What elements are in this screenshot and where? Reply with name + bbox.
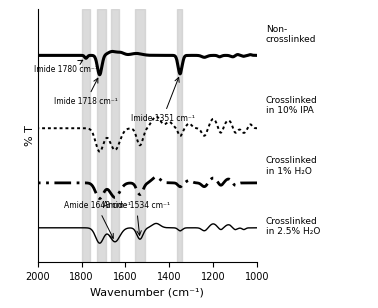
Text: Imide 1718 cm⁻¹: Imide 1718 cm⁻¹ — [54, 78, 118, 106]
Text: Crosslinked
in 1% H₂O: Crosslinked in 1% H₂O — [266, 156, 318, 176]
Bar — [135, 9, 145, 262]
X-axis label: Wavenumber (cm⁻¹): Wavenumber (cm⁻¹) — [90, 287, 204, 297]
Text: Crosslinked
in 2.5% H₂O: Crosslinked in 2.5% H₂O — [266, 217, 320, 236]
Text: Crosslinked
in 10% IPA: Crosslinked in 10% IPA — [266, 95, 318, 115]
Text: Imide 1780 cm⁻¹: Imide 1780 cm⁻¹ — [34, 60, 98, 74]
Bar — [82, 9, 90, 262]
Text: Non-
crosslinked: Non- crosslinked — [266, 25, 316, 44]
Bar — [111, 9, 119, 262]
Text: Amide 1534 cm⁻¹: Amide 1534 cm⁻¹ — [103, 201, 170, 235]
Text: Imide 1351 cm⁻¹: Imide 1351 cm⁻¹ — [131, 77, 195, 123]
Y-axis label: % T: % T — [25, 125, 35, 146]
Bar — [97, 9, 106, 262]
Text: Amide 1648 cm⁻¹: Amide 1648 cm⁻¹ — [64, 201, 130, 238]
Bar — [177, 9, 183, 262]
